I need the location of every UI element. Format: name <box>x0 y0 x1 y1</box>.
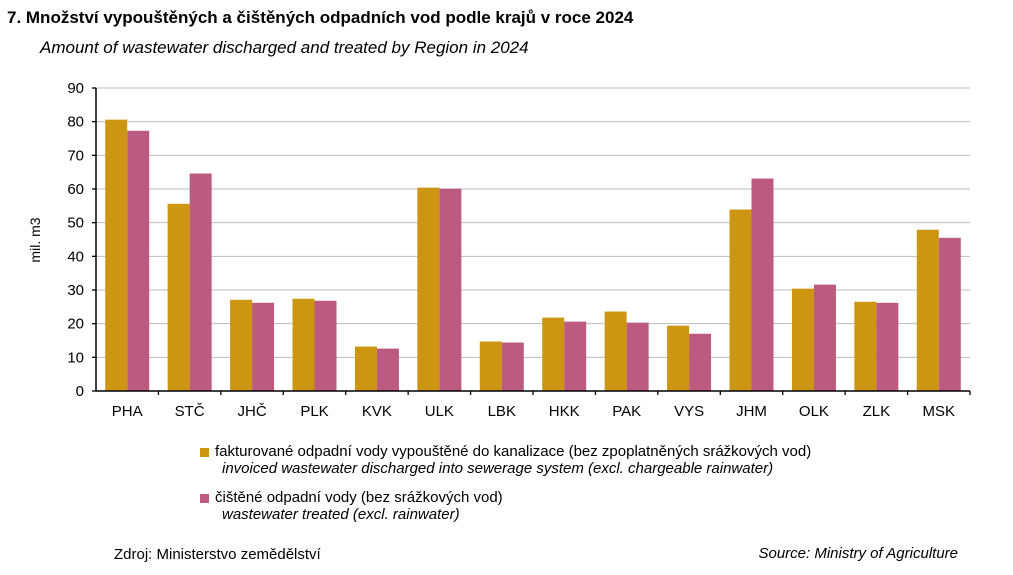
bar-discharged-MSK <box>916 229 939 391</box>
legend-swatch <box>200 447 209 457</box>
legend-label-en: wastewater treated (excl. rainwater) <box>222 506 460 523</box>
legend-label-en: invoiced wastewater discharged into sewe… <box>222 460 774 477</box>
legend-item-discharged: fakturované odpadní vody vypouštěné do k… <box>200 443 811 477</box>
bar-discharged-JHČ <box>230 299 253 391</box>
bar-treated-LBK <box>501 342 524 391</box>
x-tick-label: JHČ <box>237 403 266 420</box>
x-tick-label: LBK <box>488 403 516 420</box>
y-axis-label: mil. m3 <box>27 217 43 263</box>
y-tick-label: 30 <box>67 282 84 299</box>
x-tick-label: VYS <box>674 403 704 420</box>
bar-discharged-LBK <box>479 341 502 391</box>
bar-treated-PHA <box>127 130 150 392</box>
x-tick-label: ZLK <box>863 403 891 420</box>
y-tick-label: 10 <box>67 349 84 366</box>
legend-swatch <box>200 493 209 503</box>
x-tick-label: PAK <box>612 403 641 420</box>
bar-treated-JHM <box>751 178 774 391</box>
bar-discharged-PLK <box>292 298 315 391</box>
x-tick-label: PHA <box>112 403 143 420</box>
legend-label: fakturované odpadní vody vypouštěné do k… <box>215 443 812 460</box>
chart-title: 7. Množství vypouštěných a čištěných odp… <box>7 8 634 27</box>
bar-treated-JHČ <box>252 302 275 391</box>
bar-treated-PAK <box>626 322 649 391</box>
x-tick-label: MSK <box>923 403 956 420</box>
legend-item-treated: čištěné odpadní vody (bez srážkových vod… <box>200 489 503 523</box>
bar-discharged-ULK <box>417 187 440 391</box>
x-tick-label: JHM <box>736 403 767 420</box>
y-tick-label: 80 <box>67 114 84 131</box>
bar-treated-MSK <box>938 237 961 391</box>
bar-discharged-VYS <box>667 325 690 391</box>
bar-treated-ZLK <box>876 302 899 391</box>
y-tick-label: 0 <box>76 383 84 400</box>
y-tick-label: 90 <box>67 80 84 97</box>
x-tick-label: ULK <box>425 403 454 420</box>
y-tick-label: 60 <box>67 181 84 198</box>
chart-subtitle: Amount of wastewater discharged and trea… <box>40 38 529 57</box>
source-cz: Zdroj: Ministerstvo zemědělství <box>114 546 321 563</box>
y-tick-label: 70 <box>67 147 84 164</box>
x-tick-label: PLK <box>300 403 328 420</box>
bar-discharged-PHA <box>105 119 128 391</box>
bar-treated-PLK <box>314 300 337 391</box>
x-tick-label: OLK <box>799 403 829 420</box>
bar-discharged-HKK <box>542 317 565 391</box>
x-tick-label: HKK <box>549 403 580 420</box>
bar-discharged-JHM <box>729 209 752 391</box>
bar-treated-STČ <box>189 173 212 391</box>
legend-label: čištěné odpadní vody (bez srážkových vod… <box>215 489 503 506</box>
bar-discharged-ZLK <box>854 301 877 391</box>
bar-treated-HKK <box>564 321 587 391</box>
bar-treated-OLK <box>813 284 836 391</box>
y-tick-label: 40 <box>67 248 84 265</box>
bar-discharged-PAK <box>604 311 627 391</box>
bar-treated-ULK <box>439 188 462 391</box>
bar-treated-VYS <box>689 333 712 391</box>
bar-discharged-STČ <box>167 203 190 391</box>
bar-discharged-KVK <box>354 346 377 391</box>
bar-discharged-OLK <box>791 288 814 391</box>
bar-treated-KVK <box>376 348 399 391</box>
x-tick-label: STČ <box>175 403 205 420</box>
y-tick-label: 50 <box>67 215 84 232</box>
x-tick-label: KVK <box>362 403 392 420</box>
y-tick-label: 20 <box>67 316 84 333</box>
source-en: Source: Ministry of Agriculture <box>758 545 958 562</box>
